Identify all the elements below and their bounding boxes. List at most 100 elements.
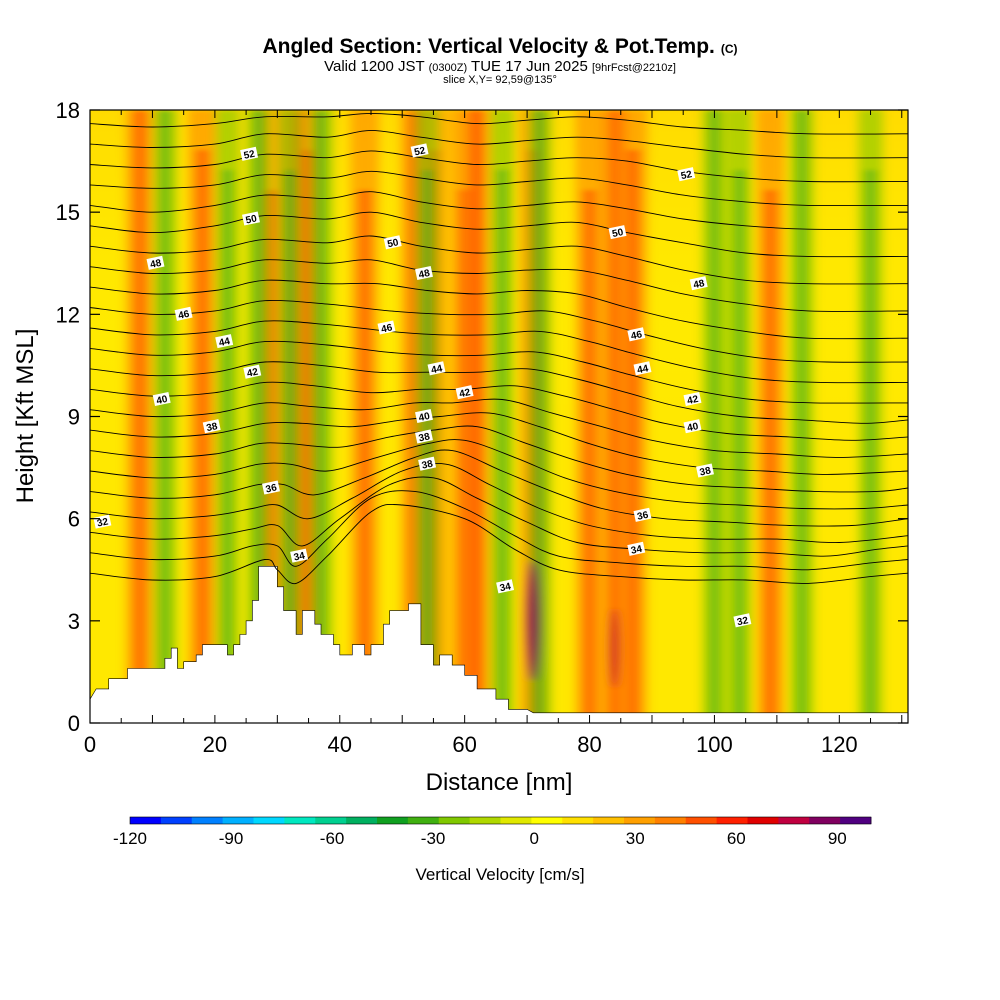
- colorbar-swatch: [315, 817, 347, 824]
- chart-title-tag: (C): [720, 42, 738, 56]
- colorbar-swatch: [654, 817, 687, 824]
- contour-label: 52: [677, 167, 696, 182]
- contour-label-bg: [677, 167, 696, 182]
- theta-contour-42: [90, 361, 908, 424]
- colorbar-swatch: [160, 817, 193, 824]
- colorbar-tick-label: 0: [529, 829, 538, 848]
- downdraft-core: [534, 110, 545, 723]
- colorbar-swatch: [685, 817, 718, 824]
- theta-contour-50: [90, 191, 908, 230]
- contour-label: 48: [415, 265, 433, 281]
- colorbar-swatch: [253, 817, 285, 824]
- colorbar-swatch: [562, 817, 594, 824]
- contour-label-text: 32: [96, 516, 110, 529]
- downdraft-core: [422, 170, 433, 723]
- colorbar-tick-label: 30: [626, 829, 645, 848]
- theta-contours: [90, 112, 908, 585]
- colorbar-swatch: [377, 817, 409, 824]
- contour-label-bg: [427, 361, 446, 376]
- downdraft-core: [734, 170, 745, 723]
- contour-label-bg: [377, 320, 396, 335]
- contour-label-bg: [415, 265, 433, 281]
- colorbar-swatch: [346, 817, 378, 824]
- contour-label-text: 46: [630, 329, 644, 342]
- theta-contour-44: [90, 320, 908, 384]
- contour-label-bg: [683, 419, 702, 434]
- colorbar-label: Vertical Velocity [cm/s]: [415, 865, 584, 884]
- theta-contour-32: [90, 490, 908, 571]
- contour-label-text: 46: [380, 322, 394, 335]
- contour-label-bg: [496, 579, 515, 594]
- contour-label-text: 38: [699, 465, 713, 478]
- contour-label: 32: [733, 613, 752, 628]
- contour-label: 38: [415, 429, 433, 444]
- x-tick-label: 20: [203, 732, 227, 757]
- contour-label: 50: [608, 225, 627, 240]
- theta-contour-48: [90, 259, 908, 312]
- contour-label-text: 40: [418, 411, 432, 424]
- theta-contour-50: [90, 211, 908, 258]
- contour-label-text: 50: [245, 213, 259, 226]
- contour-label: 48: [689, 276, 708, 291]
- contour-label: 52: [240, 146, 259, 162]
- updraft-core: [608, 110, 621, 723]
- contour-label-bg: [240, 146, 259, 161]
- contour-label-text: 40: [155, 394, 169, 407]
- theta-contour-54: [90, 129, 908, 159]
- contour-label-bg: [262, 480, 280, 495]
- colorbar-frame: [129, 816, 872, 825]
- contour-label-bg: [174, 306, 193, 321]
- contour-label-text: 48: [692, 278, 706, 291]
- contour-label: 46: [377, 320, 396, 336]
- contour-label-text: 44: [636, 363, 650, 376]
- colorbar-swatch: [809, 817, 841, 824]
- theta-contour-46: [90, 300, 908, 363]
- contour-label-bg: [410, 143, 429, 158]
- contour-label-text: 38: [421, 459, 435, 472]
- velocity-bands: [125, 110, 883, 723]
- updraft-core: [627, 150, 640, 723]
- contour-label: 36: [633, 507, 652, 523]
- contour-label-text: 42: [458, 387, 472, 400]
- contour-label-text: 52: [243, 149, 257, 162]
- contour-label-bg: [733, 613, 752, 628]
- chart-title-line: Angled Section: Vertical Velocity & Pot.…: [0, 36, 1000, 57]
- contour-label-text: 52: [413, 145, 427, 158]
- contour-label-bg: [608, 225, 627, 240]
- colorbar-swatch: [747, 817, 779, 824]
- colorbar-swatch: [284, 817, 316, 824]
- contour-label-text: 36: [265, 482, 279, 495]
- colorbar-tick-label: -60: [320, 829, 345, 848]
- contour-label-text: 44: [430, 363, 444, 376]
- contour-label-text: 46: [177, 309, 191, 322]
- contour-label-text: 42: [246, 367, 260, 380]
- theta-contour-34: [90, 463, 908, 544]
- updraft-core: [764, 190, 777, 723]
- y-axis-label: Height [Kft MSL]: [12, 329, 39, 504]
- contour-label: 46: [174, 306, 193, 322]
- y-tick-label: 12: [56, 302, 80, 327]
- y-tick-labels: 0 3 6 9 12 15 18: [56, 98, 80, 736]
- downdraft-core: [709, 110, 720, 723]
- contour-label-bg: [202, 419, 221, 434]
- contour-label-bg: [415, 408, 433, 424]
- downdraft-core: [253, 110, 264, 723]
- theta-contour-40: [90, 381, 908, 441]
- theta-contour-40: [90, 398, 908, 458]
- contour-label-bg: [696, 463, 714, 478]
- colorbar-swatch: [407, 817, 440, 824]
- downdraft-core: [796, 110, 807, 723]
- contour-label-text: 34: [293, 550, 307, 563]
- contour-label-text: 38: [205, 421, 219, 434]
- contour-label: 44: [215, 334, 234, 349]
- contour-label: 44: [427, 361, 446, 376]
- contour-label: 44: [633, 361, 652, 376]
- contour-label-bg: [418, 456, 437, 471]
- colorbar-tick-labels: -120 -90 -60 -30 0 30 60 90: [113, 829, 847, 848]
- title-block: Angled Section: Vertical Velocity & Pot.…: [0, 36, 1000, 86]
- contour-label: 40: [415, 408, 433, 424]
- contour-label: 50: [242, 211, 260, 227]
- downdraft-core: [284, 170, 295, 723]
- contour-label-bg: [152, 391, 171, 407]
